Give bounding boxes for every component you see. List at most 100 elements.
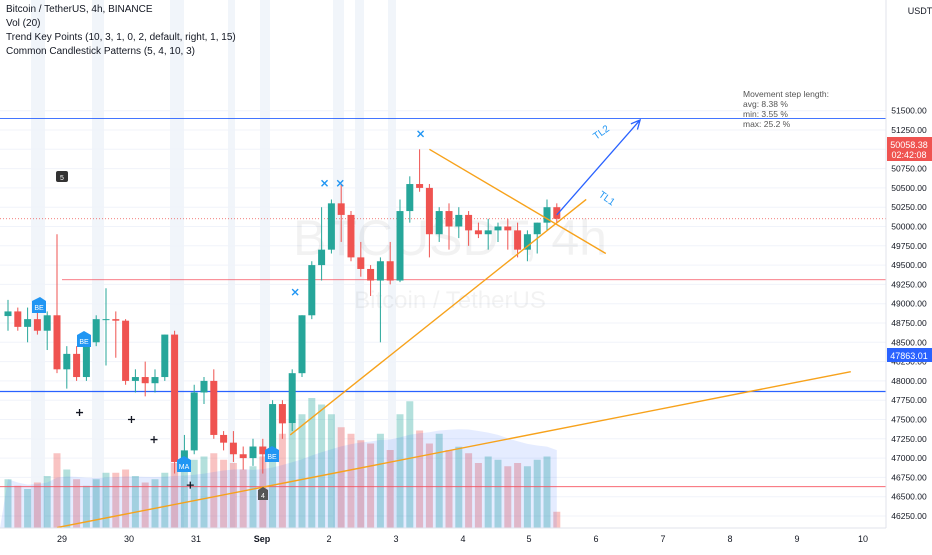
- volume-bar: [514, 463, 522, 528]
- volume-bar: [308, 398, 316, 528]
- volume-bar: [73, 479, 81, 528]
- price-tick-label: 48000.00: [891, 376, 927, 386]
- volume-bar: [347, 433, 355, 528]
- volume-bar: [122, 469, 130, 528]
- price-tick-label: 50750.00: [891, 164, 927, 174]
- candle-body: [416, 184, 424, 188]
- plus-marker: [186, 481, 194, 489]
- volume-bar: [82, 485, 90, 528]
- badge-be-3: BE: [265, 446, 279, 462]
- volume-bar: [33, 482, 41, 528]
- trendline-tl1: [429, 148, 607, 255]
- candle-body: [445, 211, 453, 227]
- candle-body: [43, 315, 51, 331]
- candle-body: [269, 404, 277, 455]
- session-band: [228, 0, 235, 528]
- candle-body: [220, 434, 228, 443]
- time-axis[interactable]: [0, 527, 932, 550]
- volume-bar: [435, 433, 443, 528]
- volume-bar: [288, 424, 296, 528]
- candle-body: [239, 454, 247, 459]
- time-tick-label: 30: [124, 534, 134, 544]
- volume-bar: [533, 459, 541, 528]
- time-tick-label: 4: [460, 534, 465, 544]
- legend-trend-key-points[interactable]: Trend Key Points (10, 3, 1, 0, 2, defaul…: [6, 32, 236, 43]
- candle-body: [210, 380, 218, 435]
- time-tick-label: 6: [593, 534, 598, 544]
- candle-body: [4, 311, 12, 317]
- candle-body: [455, 214, 463, 227]
- stats-max: max: 25.2 %: [743, 119, 791, 129]
- session-band: [333, 0, 344, 528]
- price-axis[interactable]: [885, 0, 932, 550]
- volume-bar: [171, 463, 179, 528]
- candle-body: [171, 334, 179, 462]
- badge-be-2: BE: [77, 331, 91, 347]
- volume-bar: [269, 446, 277, 528]
- candle-body: [553, 207, 561, 219]
- candle-body: [259, 446, 267, 455]
- candle-body: [435, 211, 443, 235]
- time-tick-label: 7: [660, 534, 665, 544]
- svg-text:47863.01: 47863.01: [890, 351, 928, 361]
- volume-bar: [376, 433, 384, 528]
- volume-bar: [4, 479, 12, 528]
- price-tick-label: 47750.00: [891, 395, 927, 405]
- volume-bar: [200, 456, 208, 528]
- candle-body: [112, 319, 120, 321]
- price-axis-ticks: 46250.00 46500.00 46750.00 47000.00 47250.00…: [891, 106, 927, 521]
- stats-title: Movement step length:: [743, 89, 829, 99]
- candle-body: [200, 380, 208, 393]
- svg-text:4: 4: [261, 493, 265, 500]
- cross-marker: [291, 288, 299, 296]
- trendlines[interactable]: [56, 118, 851, 529]
- projection-arrow-head: [630, 118, 642, 130]
- time-tick-label: Sep: [254, 534, 271, 544]
- volume-bar: [406, 401, 414, 528]
- candle-body: [523, 234, 531, 250]
- volume-bar: [141, 482, 149, 528]
- price-tick-label: 50000.00: [891, 222, 927, 232]
- svg-text:BE: BE: [267, 454, 277, 461]
- candle-body: [249, 446, 257, 459]
- volume-bar: [161, 472, 169, 528]
- volume-bar: [102, 472, 110, 528]
- svg-text:BE: BE: [34, 305, 44, 312]
- candle-body: [347, 214, 355, 258]
- candle-body: [82, 342, 90, 378]
- volume-bar: [151, 479, 159, 528]
- legend-candlestick-patterns[interactable]: Common Candlestick Patterns (5, 4, 10, 3…: [6, 46, 195, 57]
- volume-bar: [190, 459, 198, 528]
- candle-body: [122, 320, 130, 381]
- candle-body: [367, 268, 375, 281]
- session-band: [31, 0, 45, 528]
- volume-bar: [386, 450, 394, 528]
- legend-title[interactable]: Bitcoin / TetherUS, 4h, BINANCE: [6, 4, 153, 15]
- volume-bar: [474, 463, 482, 528]
- volume-bar: [396, 414, 404, 528]
- candle-body: [288, 373, 296, 424]
- volume-bar: [229, 463, 237, 528]
- volume-bar: [494, 459, 502, 528]
- cross-marker: [336, 179, 344, 187]
- cross-marker: [417, 130, 425, 138]
- volume-bar: [249, 466, 257, 528]
- price-tick-label: 47250.00: [891, 434, 927, 444]
- candle-body: [337, 203, 345, 215]
- candle-body: [533, 222, 541, 235]
- candle-body: [151, 377, 159, 384]
- stats-min: min: 3.55 %: [743, 109, 788, 119]
- legend-vol[interactable]: Vol (20): [6, 18, 41, 29]
- volume-bar: [112, 472, 120, 528]
- price-tick-label: 46750.00: [891, 472, 927, 482]
- volume-bar: [278, 433, 286, 528]
- time-tick-label: 8: [727, 534, 732, 544]
- current-price-label: 50058.38 02:42:08: [887, 137, 932, 161]
- volume-bars: [4, 398, 561, 528]
- svg-text:5: 5: [60, 175, 64, 182]
- volume-bar: [298, 414, 306, 528]
- volume-bar: [24, 489, 32, 528]
- candle-body: [33, 319, 41, 331]
